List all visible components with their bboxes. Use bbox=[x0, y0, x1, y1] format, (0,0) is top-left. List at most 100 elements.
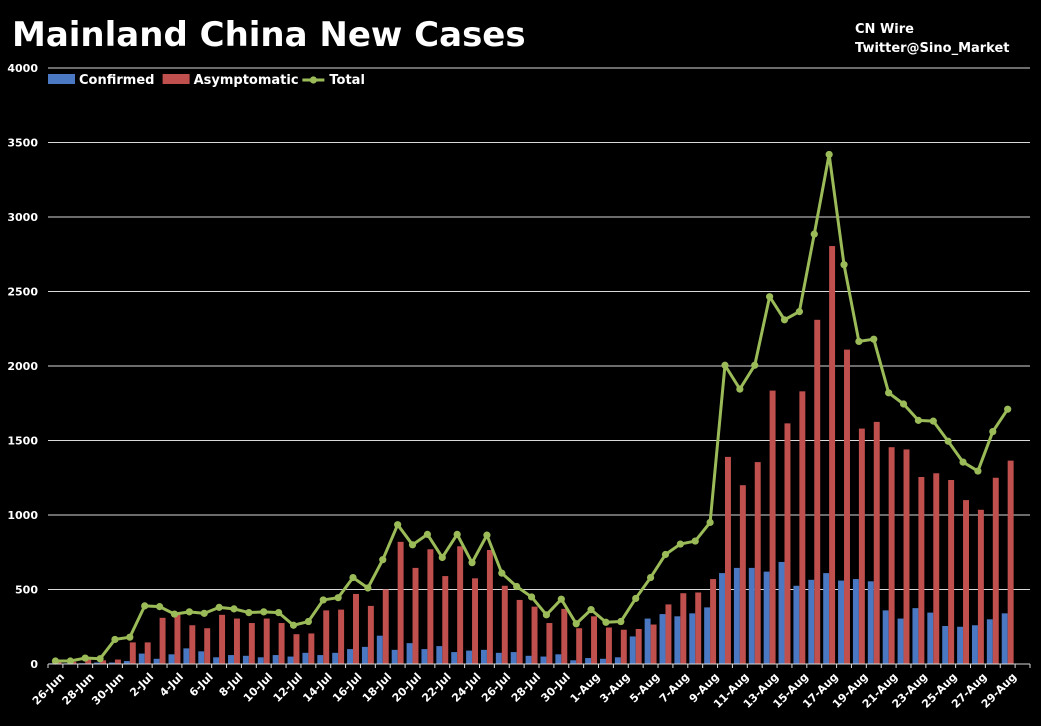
bar-asymptomatic bbox=[219, 614, 226, 664]
bar-confirmed bbox=[867, 581, 874, 664]
credit-twitter: Twitter@Sino_Market bbox=[855, 41, 1010, 56]
bar-confirmed bbox=[361, 646, 368, 664]
bar-asymptomatic bbox=[457, 546, 464, 664]
bar-asymptomatic bbox=[100, 660, 107, 664]
bar-confirmed bbox=[451, 652, 458, 664]
total-point bbox=[468, 559, 476, 567]
credit-source: CN Wire bbox=[855, 22, 914, 37]
bar-asymptomatic bbox=[323, 610, 330, 664]
bar-confirmed bbox=[555, 654, 562, 664]
total-point bbox=[557, 595, 565, 603]
bar-confirmed bbox=[570, 660, 577, 664]
x-tick-label: 18-Jul bbox=[360, 670, 394, 704]
bars bbox=[49, 246, 1014, 664]
bar-confirmed bbox=[704, 607, 711, 664]
bar-asymptomatic bbox=[829, 246, 836, 664]
bar-asymptomatic bbox=[680, 593, 687, 664]
total-point bbox=[111, 635, 119, 644]
total-point bbox=[289, 621, 298, 629]
total-point bbox=[319, 596, 327, 604]
bar-confirmed bbox=[168, 654, 175, 664]
total-point bbox=[646, 573, 655, 582]
bar-asymptomatic bbox=[844, 349, 850, 664]
total-point bbox=[394, 521, 402, 529]
total-point bbox=[245, 608, 253, 617]
total-point bbox=[126, 633, 134, 641]
chart-title: Mainland China New Cases bbox=[12, 15, 526, 55]
legend-marker-total bbox=[309, 76, 317, 84]
bar-asymptomatic bbox=[367, 605, 374, 664]
total-point bbox=[334, 594, 342, 602]
y-axis: 0 500 1000 1500 2000 2500 3000 3500 4000 bbox=[7, 62, 38, 671]
legend-label-confirmed: Confirmed bbox=[79, 73, 154, 88]
bar-confirmed bbox=[213, 657, 220, 664]
y-tick-label: 3000 bbox=[7, 211, 38, 224]
bar-confirmed bbox=[733, 567, 740, 664]
bar-asymptomatic bbox=[903, 449, 910, 664]
bar-asymptomatic bbox=[635, 628, 642, 664]
x-tick-label: 10-Jul bbox=[241, 670, 275, 704]
bar-confirmed bbox=[808, 579, 815, 664]
total-point bbox=[527, 593, 536, 601]
bar-asymptomatic bbox=[144, 642, 151, 664]
bar-confirmed bbox=[94, 662, 101, 664]
total-point bbox=[1004, 405, 1012, 413]
bar-confirmed bbox=[228, 655, 234, 664]
x-tick-label: 5-Aug bbox=[627, 670, 662, 705]
bar-asymptomatic bbox=[888, 447, 895, 664]
bar-confirmed bbox=[778, 561, 785, 664]
bar-asymptomatic bbox=[873, 421, 880, 664]
bar-asymptomatic bbox=[724, 456, 731, 664]
total-point bbox=[914, 416, 923, 424]
total-point bbox=[96, 655, 104, 663]
x-tick-label: 4-Jul bbox=[157, 670, 186, 699]
bar-asymptomatic bbox=[114, 659, 121, 664]
total-point bbox=[885, 389, 893, 397]
bar-asymptomatic bbox=[739, 485, 746, 664]
bar-confirmed bbox=[957, 626, 964, 664]
bar-asymptomatic bbox=[799, 391, 806, 664]
bar-confirmed bbox=[719, 573, 725, 664]
legend: Confirmed Asymptomatic Total bbox=[48, 73, 365, 88]
x-tick-label: 3-Aug bbox=[597, 670, 632, 705]
bar-confirmed bbox=[242, 655, 249, 664]
total-point bbox=[364, 584, 372, 592]
bar-asymptomatic bbox=[263, 618, 270, 664]
legend-label-total: Total bbox=[329, 73, 365, 88]
x-tick-label: 6-Jul bbox=[187, 670, 216, 699]
bar-asymptomatic bbox=[769, 390, 776, 664]
bar-confirmed bbox=[109, 662, 115, 664]
bar-confirmed bbox=[510, 652, 517, 664]
bar-asymptomatic bbox=[248, 623, 255, 664]
bar-confirmed bbox=[659, 614, 666, 664]
bar-asymptomatic bbox=[159, 617, 166, 664]
bar-confirmed bbox=[347, 649, 354, 664]
total-point bbox=[721, 361, 729, 369]
x-tick-label: 28-Jul bbox=[509, 670, 543, 704]
bar-confirmed bbox=[614, 657, 621, 664]
bar-confirmed bbox=[912, 608, 919, 664]
bar-asymptomatic bbox=[665, 604, 672, 664]
bar-asymptomatic bbox=[531, 606, 538, 664]
total-point bbox=[155, 603, 164, 611]
x-tick-label: 16-Jul bbox=[330, 670, 364, 704]
total-point bbox=[706, 518, 714, 527]
bar-asymptomatic bbox=[85, 659, 92, 664]
total-point bbox=[275, 608, 283, 617]
bar-asymptomatic bbox=[576, 628, 583, 664]
bar-confirmed bbox=[257, 657, 264, 664]
total-point bbox=[587, 606, 595, 614]
x-tick-label: 1-Aug bbox=[568, 670, 603, 705]
bar-asymptomatic bbox=[442, 576, 449, 664]
total-point bbox=[408, 541, 417, 549]
bar-confirmed bbox=[332, 652, 339, 664]
bar-asymptomatic bbox=[754, 462, 761, 664]
x-tick-label: 24-Jul bbox=[449, 670, 483, 704]
total-point bbox=[200, 609, 208, 617]
bar-asymptomatic bbox=[129, 642, 136, 664]
bar-asymptomatic bbox=[992, 477, 999, 664]
total-point bbox=[989, 427, 997, 436]
total-point bbox=[230, 605, 238, 613]
bar-confirmed bbox=[495, 652, 502, 664]
bar-asymptomatic bbox=[174, 614, 181, 664]
